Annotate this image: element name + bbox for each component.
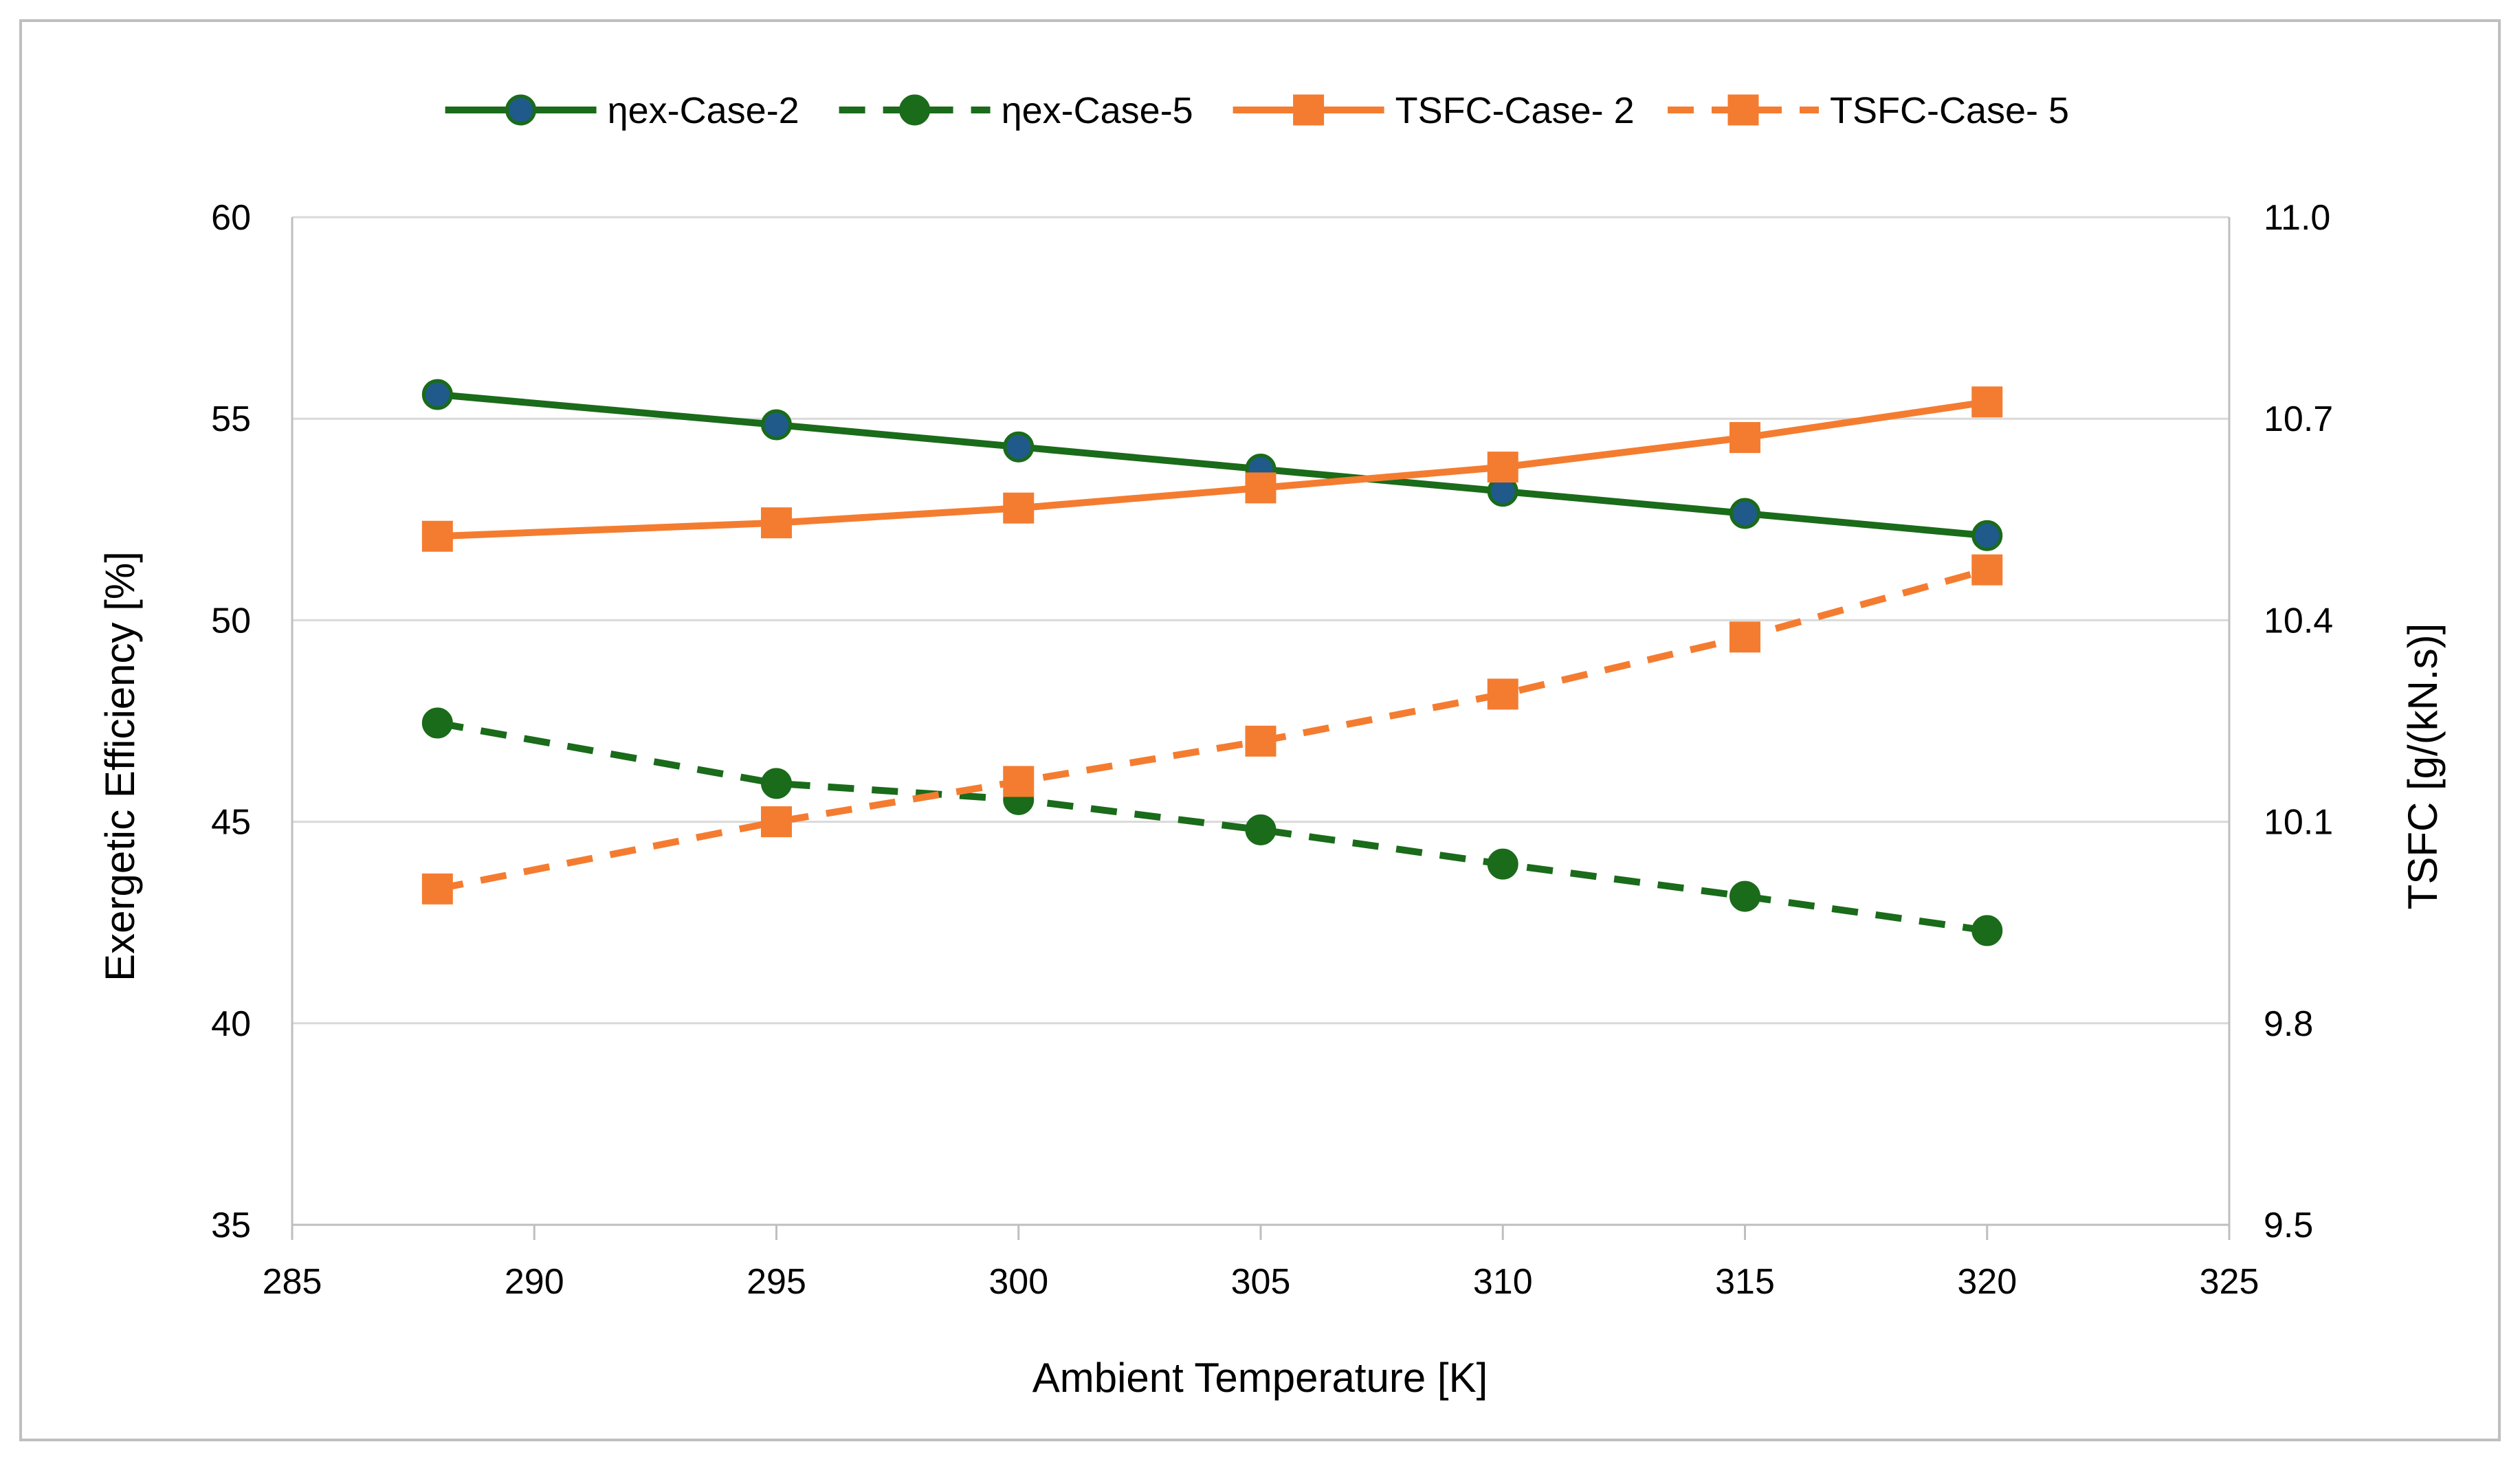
y-right-tick-label: 10.4 xyxy=(2264,601,2333,641)
data-point xyxy=(1729,621,1760,653)
x-tick-label: 320 xyxy=(1957,1262,2017,1302)
data-point xyxy=(1729,880,1760,912)
y-left-tick-label: 55 xyxy=(211,399,251,439)
data-point xyxy=(1245,472,1276,504)
y-right-tick-label: 9.5 xyxy=(2264,1206,2313,1245)
legend-label: TSFC-Case- 2 xyxy=(1395,90,1635,131)
x-tick-label: 300 xyxy=(988,1262,1048,1302)
x-tick-label: 310 xyxy=(1473,1262,1533,1302)
y-left-tick-label: 60 xyxy=(211,198,251,238)
data-point xyxy=(421,873,453,905)
legend-marker xyxy=(899,94,931,126)
series-1 xyxy=(421,379,2003,551)
x-tick-label: 295 xyxy=(747,1262,806,1302)
x-axis-title: Ambient Temperature [K] xyxy=(1032,1355,1488,1401)
y-right-tick-label: 9.8 xyxy=(2264,1004,2313,1044)
data-point xyxy=(421,707,453,739)
legend-marker xyxy=(505,94,537,126)
legend: ηex-Case-2 ηex-Case-5 TSFC-Case- 2 TSFC-Cas… xyxy=(445,90,2069,131)
data-point xyxy=(1487,848,1518,880)
legend-item-3: TSFC-Case- 2 xyxy=(1233,90,1635,131)
series-2 xyxy=(421,707,2003,946)
x-tick-label: 305 xyxy=(1231,1262,1291,1302)
data-point xyxy=(1971,386,2003,418)
x-tick-label: 285 xyxy=(263,1262,322,1302)
y-right-tick-label: 10.7 xyxy=(2264,399,2333,439)
legend-item-2: ηex-Case-5 xyxy=(839,90,1193,131)
data-point xyxy=(761,409,792,441)
x-tick-label: 290 xyxy=(505,1262,564,1302)
data-point xyxy=(1003,431,1035,463)
x-tick-label: 325 xyxy=(2200,1262,2259,1302)
data-point xyxy=(761,806,792,838)
y-left-tick-label: 35 xyxy=(211,1206,251,1245)
data-point xyxy=(1003,492,1035,524)
y-right-tick-label: 10.1 xyxy=(2264,803,2333,843)
data-point xyxy=(1729,498,1760,529)
legend-marker xyxy=(1293,94,1325,126)
data-point xyxy=(761,507,792,539)
data-point xyxy=(1003,766,1035,797)
legend-label: TSFC-Case- 5 xyxy=(1830,90,2069,131)
data-point xyxy=(1971,520,2003,551)
y-left-tick-label: 40 xyxy=(211,1004,251,1044)
data-point xyxy=(1487,678,1518,710)
y-left-tick-label: 50 xyxy=(211,601,251,641)
y-left-tick-label: 45 xyxy=(211,803,251,843)
axes: 35 40 45 50 55 60 9.5 9.8 10.1 10.4 10.7 11.0 285 290… xyxy=(211,198,2333,1302)
y-axis-title-right: TSFC [g/(kN.s)] xyxy=(2400,623,2446,910)
legend-item-1: ηex-Case-2 xyxy=(445,90,799,131)
data-point xyxy=(421,520,453,552)
series-layer xyxy=(421,379,2003,946)
x-tick-label: 315 xyxy=(1715,1262,1775,1302)
y-axis-title-left: Exergetic Efficiency [%] xyxy=(97,551,143,981)
series-4 xyxy=(421,554,2003,905)
y-right-tick-label: 11.0 xyxy=(2264,198,2330,238)
data-point xyxy=(1487,452,1518,483)
legend-label: ηex-Case-2 xyxy=(608,90,799,131)
data-point xyxy=(1971,915,2003,946)
data-point xyxy=(421,379,453,410)
data-point xyxy=(1729,422,1760,454)
legend-label: ηex-Case-5 xyxy=(1002,90,1193,131)
legend-item-4: TSFC-Case- 5 xyxy=(1668,90,2069,131)
data-point xyxy=(1245,725,1276,757)
data-point xyxy=(1971,554,2003,586)
data-point xyxy=(761,768,792,799)
data-point xyxy=(1245,814,1276,845)
series-3 xyxy=(421,386,2003,552)
legend-marker xyxy=(1727,94,1759,126)
